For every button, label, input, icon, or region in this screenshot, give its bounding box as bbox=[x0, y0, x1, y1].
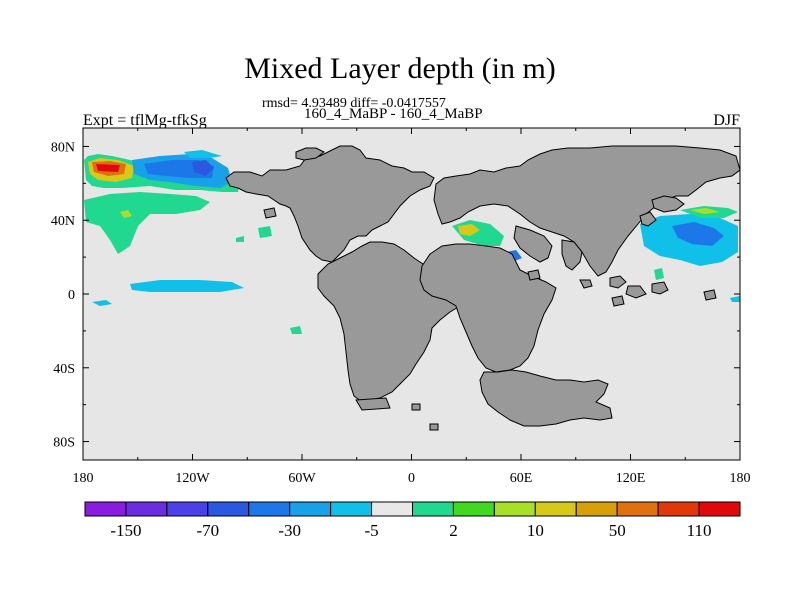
lon-tick-label: 180 bbox=[730, 471, 751, 486]
colorbar-label: 50 bbox=[609, 521, 626, 540]
colorbar-label: 10 bbox=[527, 521, 544, 540]
lon-tick-label: 120W bbox=[175, 471, 210, 486]
colorbar-swatch bbox=[534, 501, 577, 517]
run-names: 160_4_MaBP - 160_4_MaBP bbox=[304, 106, 483, 122]
lat-tick-label: 80N bbox=[51, 140, 75, 155]
colorbar-label: 110 bbox=[687, 521, 712, 540]
lon-axis: 180 120W 60W 0 60E 120E 180 bbox=[73, 128, 751, 486]
anomaly-pacific-yellow-spot bbox=[120, 210, 132, 218]
land-island-10 bbox=[611, 295, 625, 307]
land-masses bbox=[225, 145, 741, 431]
colorbar-label: -70 bbox=[196, 521, 219, 540]
colorbar-label: 2 bbox=[449, 521, 458, 540]
anomaly-central-pacific-green bbox=[84, 192, 210, 254]
land-japan bbox=[639, 211, 657, 227]
land-island-4 bbox=[651, 281, 669, 295]
anomaly-spot-2 bbox=[290, 326, 302, 334]
anomaly-atlantic-yellow bbox=[458, 224, 480, 236]
lat-tick-label: 40N bbox=[51, 214, 75, 229]
lon-tick-label: 0 bbox=[408, 471, 415, 486]
land-island-1 bbox=[609, 275, 627, 289]
lon-tick-label: 120E bbox=[616, 471, 646, 486]
season-label: DJF bbox=[713, 112, 740, 129]
colorbar-swatch bbox=[452, 501, 495, 517]
lat-tick-label: 80S bbox=[53, 436, 75, 451]
land-island-9 bbox=[527, 269, 541, 281]
land-island-8 bbox=[263, 207, 277, 219]
land-india bbox=[561, 239, 583, 271]
land-island-5 bbox=[411, 403, 421, 411]
anomaly-ne-yellow bbox=[690, 208, 720, 214]
experiment-label: Expt = tflMg-tfkSg bbox=[83, 112, 207, 129]
lon-tick-label: 60E bbox=[510, 471, 533, 486]
anomaly-eq-pacific-cyan-2 bbox=[92, 300, 112, 306]
colorbar-swatch bbox=[698, 501, 741, 517]
colorbar-swatch bbox=[412, 501, 454, 517]
colorbar-swatch bbox=[657, 501, 700, 517]
lon-tick-label: 180 bbox=[73, 471, 94, 486]
anomaly-spot-3 bbox=[236, 236, 244, 242]
colorbar-swatch bbox=[493, 501, 536, 517]
colorbar-swatch bbox=[166, 501, 209, 517]
lon-tick-label: 60W bbox=[288, 471, 316, 486]
anomaly-fields bbox=[84, 150, 740, 334]
colorbar-label: -150 bbox=[110, 521, 141, 540]
anomaly-ne-green-2 bbox=[654, 268, 664, 280]
land-greenland bbox=[295, 147, 325, 161]
colorbar-label: -5 bbox=[364, 521, 378, 540]
anomaly-n-pacific-lightblue bbox=[184, 150, 222, 158]
colorbar-swatch bbox=[125, 501, 168, 517]
anomaly-nw-pacific-red bbox=[96, 164, 120, 172]
lat-tick-label: 0 bbox=[68, 288, 75, 303]
land-australia bbox=[479, 369, 613, 427]
anomaly-spot-4 bbox=[730, 296, 740, 302]
land-island-2 bbox=[625, 285, 647, 299]
anomaly-spot-1 bbox=[258, 226, 272, 238]
lat-axis: 80N 40N 0 40S 80S bbox=[51, 140, 740, 451]
anomaly-eq-pacific-cyan bbox=[130, 280, 244, 292]
land-north-america bbox=[225, 145, 435, 263]
colorbar-swatch bbox=[248, 501, 291, 517]
colorbar-swatch bbox=[616, 501, 659, 517]
anomaly-n-pacific-darkblue bbox=[192, 160, 214, 176]
colorbar-swatch bbox=[207, 501, 250, 517]
stats-line: rmsd= 4.93489 diff= -0.0417557 bbox=[262, 96, 446, 111]
land-island-11 bbox=[703, 289, 717, 301]
colorbar-swatch bbox=[371, 501, 413, 517]
colorbar-swatch bbox=[575, 501, 618, 517]
land-island-3 bbox=[579, 279, 593, 289]
land-arabia bbox=[513, 225, 553, 263]
colorbar-swatch bbox=[289, 501, 332, 517]
colorbar-label: -30 bbox=[278, 521, 301, 540]
land-ne-asia bbox=[651, 195, 685, 213]
anomaly-ne-blue bbox=[672, 222, 724, 246]
colorbar: -150 -70 -30 -5 2 10 50 110 bbox=[84, 501, 741, 540]
colorbar-swatch bbox=[84, 501, 127, 517]
land-island-7 bbox=[355, 397, 391, 411]
lat-tick-label: 40S bbox=[53, 362, 75, 377]
colorbar-swatch bbox=[330, 501, 373, 517]
plot-title: Mixed Layer depth (in m) bbox=[244, 52, 556, 85]
land-africa bbox=[419, 243, 557, 373]
land-island-6 bbox=[429, 423, 439, 431]
